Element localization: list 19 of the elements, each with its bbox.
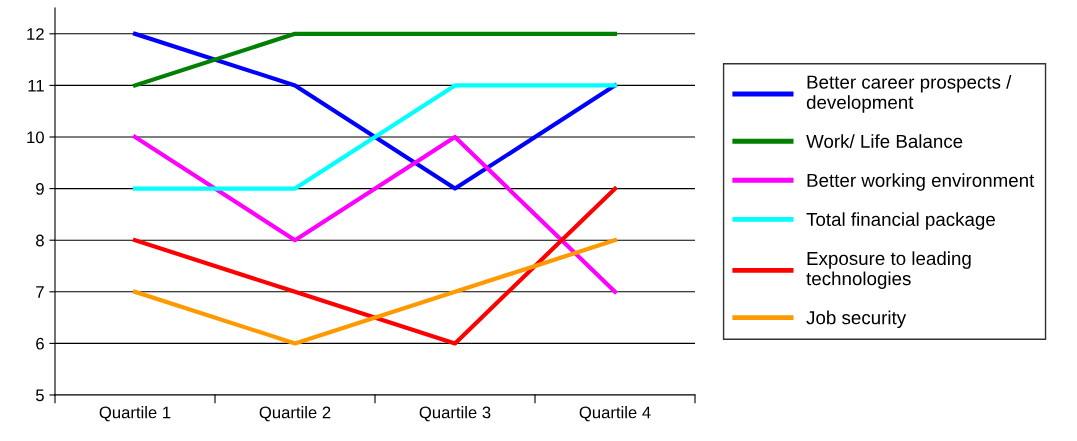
legend-label: Better working environment — [807, 173, 1035, 191]
legend-label: Job security — [806, 310, 907, 329]
y-tick-label: 5 — [35, 389, 44, 402]
x-tick-label: Quartile 4 — [579, 406, 651, 422]
line-series — [132, 186, 618, 346]
x-tick-label: Quartile 2 — [259, 406, 331, 422]
legend-label: Exposure to leading technologies — [806, 251, 971, 289]
y-tick-label: 10 — [27, 131, 44, 144]
x-tick-label: Quartile 1 — [99, 406, 171, 422]
legend-label: Work/ Life Balance — [806, 134, 963, 148]
legend-label: Total financial package — [806, 212, 995, 230]
x-tick-label: Quartile 3 — [419, 406, 491, 422]
y-tick-label: 7 — [36, 286, 44, 298]
y-tick-label: 12 — [27, 28, 44, 40]
y-tick-label: 6 — [36, 337, 44, 350]
legend-label: Better career prospects / development — [806, 74, 1012, 113]
y-tick-label: 9 — [36, 183, 44, 195]
y-tick-label: 11 — [28, 79, 44, 92]
y-tick-label: 8 — [36, 234, 44, 247]
